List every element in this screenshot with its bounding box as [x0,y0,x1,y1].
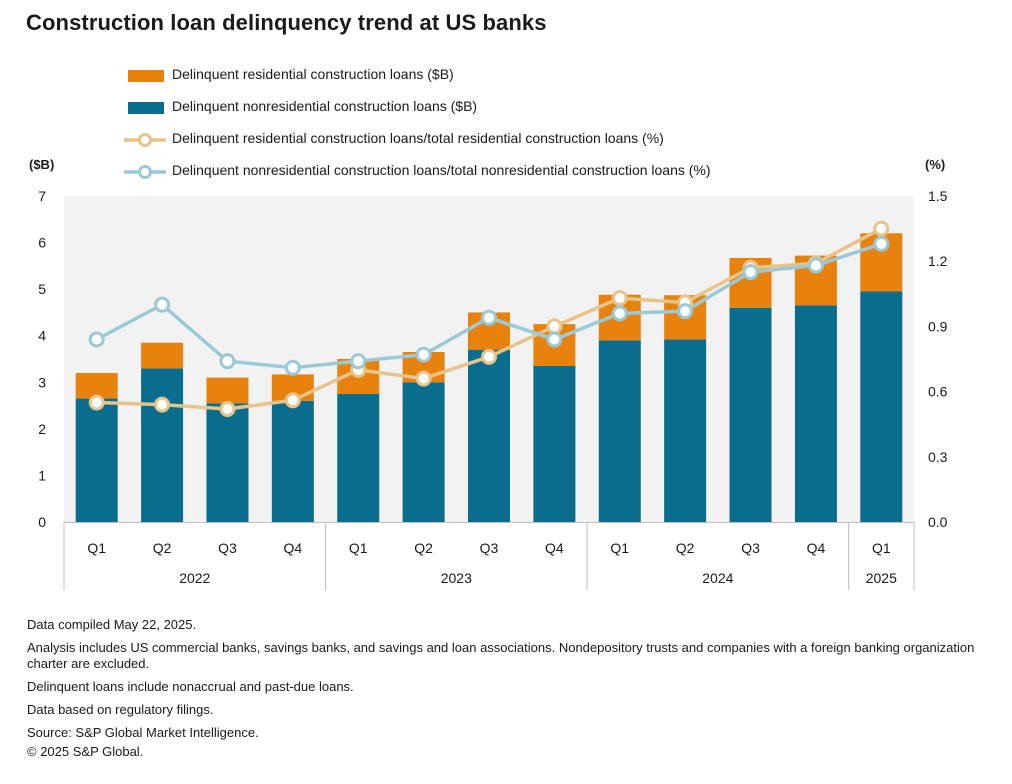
note-copyright: © 2025 S&P Global. [27,744,144,759]
left-axis-tick-label: 1 [38,467,46,483]
x-axis-category-label: Q4 [284,540,303,556]
footnotes: Data compiled May 22, 2025. Analysis inc… [27,617,987,763]
x-axis-category-label: Q1 [610,540,629,556]
left-axis-tick-label: 5 [38,281,46,297]
x-axis-category-label: Q3 [480,540,499,556]
chart-plot: 0 1 2 3 4 5 6 7 0.0 0.3 0.6 0.9 1.2 1.5 Q1 Q2 Q3 Q4 Q1 Q2 Q3… [38,188,948,590]
residential-ratio-point [415,370,432,387]
residential-ratio-point [154,396,171,413]
right-axis-tick-label: 0.3 [928,449,948,465]
left-axis-tick-label: 7 [38,188,46,204]
nonresidential-bar [533,365,576,522]
right-axis-tick-label: 0.0 [928,514,948,530]
legend-label: Delinquent residential construction loan… [172,66,454,82]
nonresidential-bar [206,403,249,522]
x-axis-category-label: Q2 [153,540,172,556]
nonresidential-ratio-point [350,353,367,370]
nonresidential-ratio-point [742,264,759,281]
nonresidential-bar [468,349,510,522]
x-axis-category-label: Q2 [676,540,695,556]
left-axis-tick-label: 6 [38,235,46,251]
x-axis-category-label: Q3 [741,540,760,556]
nonresidential-ratio-point [284,359,301,376]
nonresidential-ratio-point [88,331,105,348]
residential-bar [206,377,249,404]
nonresidential-bar [141,368,184,522]
residential-ratio-point [284,392,301,409]
residential-ratio-point [88,394,105,411]
legend-swatch-nonresidential-bars [128,102,164,114]
x-axis-category-label: Q4 [545,540,564,556]
left-axis-tick-label: 3 [38,374,46,390]
x-axis-category-label: Q4 [807,540,826,556]
right-axis-unit: (%) [925,157,946,172]
chart-title: Construction loan delinquency trend at U… [26,10,547,35]
note-source: Source: S&P Global Market Intelligence. [27,725,259,740]
residential-ratio-point [481,348,497,365]
x-axis-year-label: 2024 [702,570,733,586]
note-compiled: Data compiled May 22, 2025. [27,617,197,632]
nonresidential-ratio-point [154,296,171,313]
residential-bar [141,342,184,369]
residential-ratio-point [219,400,236,417]
x-axis-year-label: 2025 [866,570,897,586]
x-axis-category-label: Q3 [218,540,237,556]
right-axis-tick-label: 0.9 [928,318,948,334]
nonresidential-ratio-point [481,309,497,326]
right-axis-tick-label: 1.2 [928,253,948,269]
nonresidential-bar [402,382,445,522]
note-analysis: Analysis includes US commercial banks, s… [27,640,975,671]
residential-bar [75,372,118,399]
nonresidential-bar [337,393,380,522]
nonresidential-bar [664,339,707,522]
left-axis-tick-label: 4 [38,328,46,344]
note-delinquent: Delinquent loans include nonaccrual and … [27,679,354,694]
x-axis-category-label: Q1 [872,540,891,556]
legend-swatch-residential-line [124,133,166,147]
nonresidential-ratio-point [546,331,563,348]
nonresidential-ratio-point [415,346,432,363]
left-axis-tick-label: 0 [38,514,46,530]
nonresidential-bar [794,305,837,522]
x-axis-year-label: 2023 [441,570,472,586]
nonresidential-bar [75,398,118,522]
legend-label: Delinquent nonresidential construction l… [172,162,711,178]
nonresidential-bar [729,307,772,522]
nonresidential-ratio-point [219,353,236,370]
nonresidential-ratio-point [611,305,628,322]
x-axis-category-label: Q2 [414,540,433,556]
residential-ratio-point [873,220,890,237]
nonresidential-ratio-point [677,303,694,320]
nonresidential-bar [598,340,641,522]
x-axis-category-label: Q1 [87,540,106,556]
left-axis-unit: ($B) [29,157,55,172]
note-filings: Data based on regulatory filings. [27,702,214,717]
nonresidential-bar [860,291,903,522]
left-axis-tick-label: 2 [38,421,46,437]
legend-swatch-residential-bars [128,70,164,82]
right-axis-tick-label: 1.5 [928,188,948,204]
residential-ratio-point [546,318,563,335]
right-axis-tick-label: 0.6 [928,384,948,400]
residential-ratio-point [611,290,628,307]
x-axis-year-label: 2022 [179,570,210,586]
legend-label: Delinquent residential construction loan… [172,130,664,146]
nonresidential-ratio-point [807,257,824,274]
legend-swatch-nonresidential-line [124,165,166,179]
nonresidential-bar [271,400,314,522]
nonresidential-ratio-point [873,235,890,252]
x-axis-category-label: Q1 [349,540,368,556]
legend-label: Delinquent nonresidential construction l… [172,98,478,114]
